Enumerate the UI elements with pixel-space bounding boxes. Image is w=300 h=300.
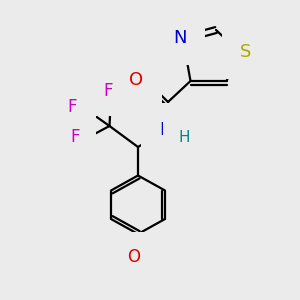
Text: F: F <box>70 128 80 146</box>
Text: O: O <box>129 71 144 89</box>
Text: O: O <box>127 248 140 266</box>
Text: H: H <box>179 130 190 145</box>
Text: N: N <box>159 121 172 139</box>
Text: S: S <box>240 43 251 61</box>
Text: N: N <box>173 29 187 47</box>
Text: F: F <box>103 82 113 100</box>
Text: F: F <box>67 98 77 116</box>
